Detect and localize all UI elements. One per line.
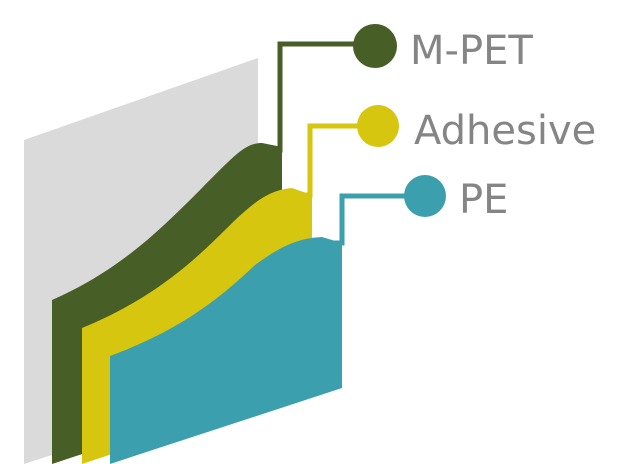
pe-callout-dot	[404, 175, 446, 217]
adhesive-label: Adhesive	[414, 108, 596, 154]
adhesive-callout-line	[302, 123, 378, 198]
pe-label: PE	[459, 177, 508, 223]
mpet-callout-line	[272, 41, 378, 153]
mpet-callout-dot	[353, 24, 397, 68]
adhesive-callout-dot	[357, 105, 399, 147]
layer-pe-shape	[110, 237, 342, 464]
mpet-label: M-PET	[410, 28, 533, 74]
pe-callout-line	[332, 193, 425, 246]
